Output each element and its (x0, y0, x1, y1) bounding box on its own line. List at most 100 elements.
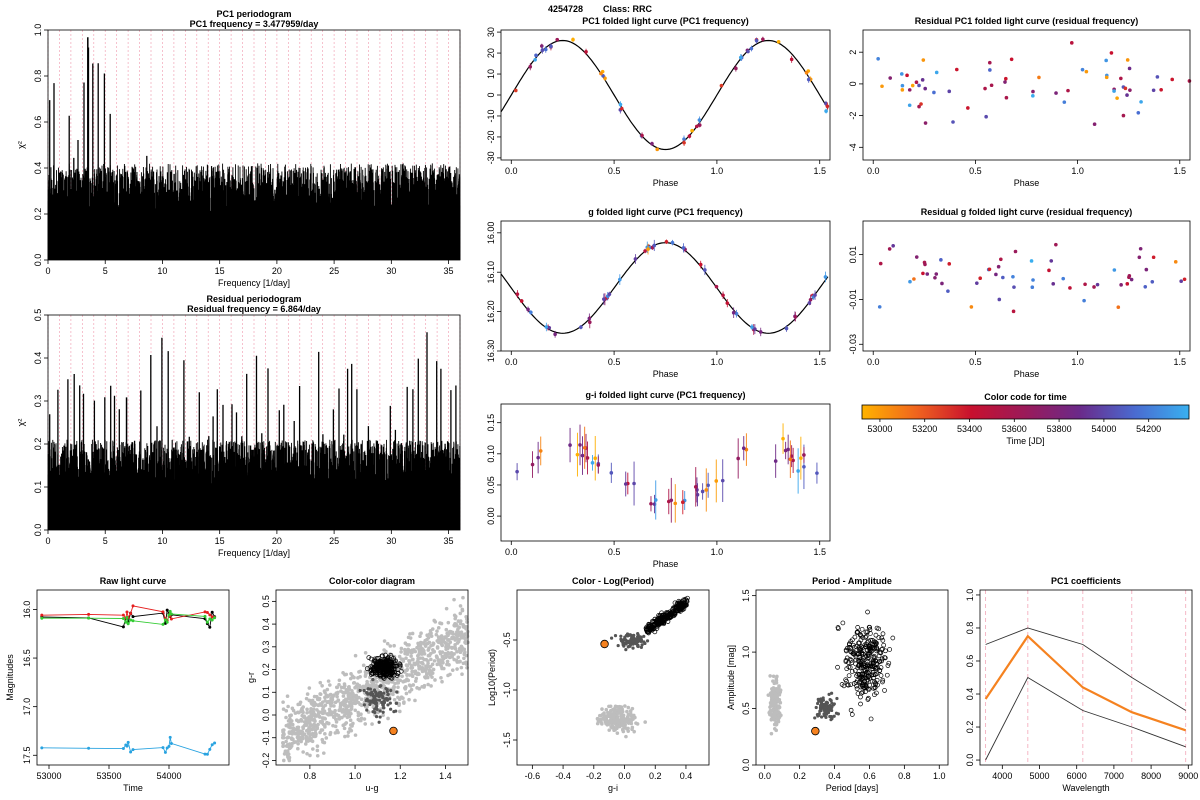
color-color-bg-point (375, 684, 379, 688)
g-folded-point (602, 297, 606, 301)
residual-pc1-folded-point (984, 114, 988, 119)
color-color-rrc-point (389, 654, 394, 660)
color-color-bg-point (281, 700, 285, 704)
gi-folded-point (578, 443, 582, 447)
color-color-rrab-point (373, 710, 377, 715)
residual-periodogram-x-tick-label: 25 (329, 536, 339, 546)
color-color-rrc-point (384, 660, 389, 665)
color-logperiod-bg-point (615, 704, 620, 709)
pc1-coefficients-x-tick-label: 7000 (1104, 771, 1124, 781)
color-color-bg-point (305, 710, 309, 715)
residual-pc1-folded-point (917, 104, 921, 109)
color-color-bg-point (419, 631, 423, 636)
color-color-bg-point (337, 678, 342, 683)
color-color-bg-point (281, 744, 285, 749)
period-amplitude-rrc-point (868, 648, 874, 654)
gi-folded-point (736, 456, 740, 461)
color-logperiod-mid-point (629, 643, 633, 647)
color-logperiod-x-tick-label: 0.2 (649, 771, 662, 781)
gi-folded-point (568, 443, 572, 447)
color-logperiod-mid-point (625, 632, 630, 636)
color-color-bg-point (425, 633, 429, 637)
period-amplitude-rrc-point (852, 634, 858, 640)
color-color-bg-point (311, 747, 315, 751)
pc1-folded-point (543, 47, 548, 52)
color-color-bg-point (337, 682, 341, 687)
color-logperiod-bg-point (624, 719, 628, 724)
period-amplitude-rrc-point (846, 660, 851, 665)
residual-pc1-folded-point (917, 83, 921, 88)
residual-periodogram-y-tick-label: 0.1 (33, 481, 43, 494)
residual-g-folded-point (1031, 278, 1035, 282)
pc1-coefficients-x-tick-label: 5000 (1029, 771, 1049, 781)
gi-folded-point (788, 457, 793, 462)
color-color-rrc-point (369, 664, 375, 670)
residual-pc1-folded-point (1004, 95, 1009, 100)
g-folded-point (793, 314, 798, 319)
color-color-bg-point (300, 736, 305, 741)
g-folded-point (607, 292, 612, 297)
residual-periodogram-noise (47, 439, 461, 530)
gi-folded-point (593, 456, 598, 461)
color-color-rrc-point (364, 666, 370, 671)
period-amplitude-rrc-point (855, 691, 861, 696)
period-amplitude-rrc-point (858, 701, 863, 707)
period-amplitude-y-tick-label: 0.0 (741, 759, 751, 772)
color-color-bg-point (331, 723, 335, 728)
period-amplitude-rrc-point (851, 651, 856, 656)
color-color-bg-point (348, 718, 353, 723)
pc1-folded-point (655, 147, 660, 152)
color-color-bg-point (315, 694, 319, 699)
pc1-folded-x-tick-label: 0.5 (608, 166, 621, 176)
color-color-x-label: u-g (365, 783, 378, 793)
period-amplitude-mid-point (829, 705, 834, 709)
period-amplitude-rrc-point (860, 683, 865, 689)
residual-g-folded-point (1116, 305, 1121, 310)
color-color-plot-area (280, 595, 470, 763)
color-color-rrab-point (370, 690, 374, 694)
residual-pc1-folded-point (1003, 80, 1007, 84)
color-logperiod-rrc-point (660, 613, 666, 618)
pc1-periodogram-plot-area (47, 30, 461, 260)
g-folded-point (734, 311, 739, 316)
pc1-periodogram-y-tick-label: 0.8 (33, 70, 43, 83)
period-amplitude-mid-point (836, 712, 840, 716)
color-color-bg-point (459, 665, 464, 670)
period-amplitude-rrc-point (863, 634, 869, 639)
residual-pc1-folded-point (1139, 100, 1143, 104)
color-color-bg-point (462, 656, 466, 661)
g-folded-point (553, 332, 557, 337)
time-colorbar-tick-label: 53200 (912, 424, 937, 434)
color-color-bg-point (300, 713, 304, 718)
color-color-bg-point (289, 744, 294, 748)
color-color-rrc-point (383, 668, 389, 674)
color-color-bg-point (460, 608, 465, 613)
color-color-bg-point (405, 673, 410, 677)
color-color-bg-point (424, 672, 429, 676)
period-amplitude-bg-point (776, 706, 781, 710)
color-color-x-tick-label: 1.2 (394, 771, 407, 781)
g-folded-point (529, 310, 533, 315)
color-color-bg-point (307, 720, 312, 725)
residual-pc1-folded-point (1104, 58, 1108, 63)
color-color-bg-point (410, 657, 415, 662)
color-logperiod-mid-point (640, 643, 644, 647)
color-color-bg-point (307, 698, 312, 703)
color-logperiod-bg-point (619, 709, 623, 713)
color-color-bg-point (388, 644, 393, 648)
gi-folded-point (538, 449, 543, 453)
color-color-bg-point (402, 679, 406, 684)
residual-pc1-folded-point (951, 120, 955, 124)
color-color-bg-point (460, 672, 464, 676)
residual-pc1-folded-point (1080, 67, 1085, 72)
color-color-bg-point (440, 666, 444, 671)
residual-g-folded-point (1137, 255, 1142, 260)
color-color-bg-point (335, 691, 340, 696)
period-amplitude-rrc-point (844, 655, 850, 661)
period-amplitude-rrc-point (866, 655, 872, 661)
pc1-periodogram-x-tick-label: 30 (386, 266, 396, 276)
g-folded-point (750, 325, 754, 329)
period-amplitude-bg-point (771, 674, 776, 679)
g-folded-point (515, 292, 520, 296)
